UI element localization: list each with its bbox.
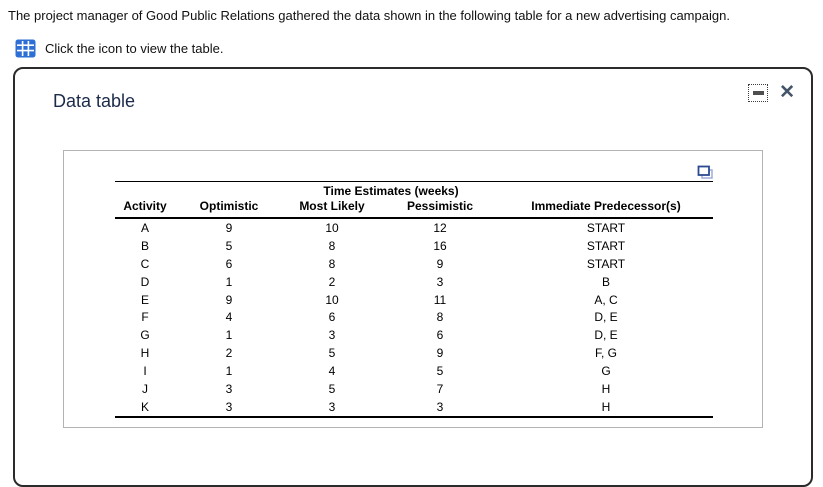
click-prompt-label: Click the icon to view the table. [45, 41, 224, 56]
group-header: Time Estimates (weeks) [323, 184, 459, 198]
table-cell: G [601, 364, 611, 379]
column-header-predecessors: Immediate Predecessor(s) [499, 199, 713, 219]
table-cell: H [601, 399, 611, 414]
table-cell: 3 [225, 399, 233, 414]
table-cell: 10 [325, 292, 339, 307]
table-cell: 2 [225, 346, 233, 361]
click-prompt-row: Click the icon to view the table. [15, 39, 223, 58]
table-row: A 9 10 12 START [115, 218, 713, 237]
table-row: H 2 5 9 F, G [115, 344, 713, 362]
minimize-icon [752, 91, 764, 95]
table-grid-icon[interactable] [15, 39, 36, 58]
table-body: A 9 10 12 START B 5 8 16 START C 6 8 9 START D 1 2 3 B E 9 10 1… [115, 218, 713, 417]
column-header-activity: Activity [115, 199, 175, 219]
table-cell: 2 [328, 274, 336, 289]
table-cell: 6 [436, 328, 444, 343]
table-row: D 1 2 3 B [115, 273, 713, 291]
table-cell: F, G [594, 346, 617, 361]
table-cell: 1 [225, 328, 233, 343]
table-row: F 4 6 8 D, E [115, 308, 713, 326]
minimize-button[interactable] [748, 84, 769, 102]
table-cell: F [141, 310, 149, 325]
table-cell: 5 [436, 364, 444, 379]
table-cell: H [140, 346, 150, 361]
column-header-most-likely: Most Likely [283, 199, 381, 219]
table-row: G 1 3 6 D, E [115, 326, 713, 344]
table-cell: 3 [436, 274, 444, 289]
table-cell: B [601, 274, 610, 289]
table-cell: 12 [433, 220, 447, 235]
modal-title: Data table [53, 91, 136, 111]
table-cell: 4 [328, 364, 336, 379]
table-row: B 5 8 16 START [115, 237, 713, 255]
table-cell: A, C [594, 292, 618, 307]
table-cell: 7 [436, 381, 444, 396]
table-cell: E [140, 292, 149, 307]
table-cell: G [140, 328, 150, 343]
table-cell: 8 [328, 238, 336, 253]
modal-controls: ✕ [748, 82, 795, 103]
table-cell: A [140, 220, 149, 235]
table-row: J 3 5 7 H [115, 380, 713, 398]
table-cell: B [140, 238, 149, 253]
group-header-row: Time Estimates (weeks) [115, 182, 713, 200]
column-header-row: Activity Optimistic Most Likely Pessimis… [115, 199, 713, 219]
table-cell: 16 [433, 238, 447, 253]
table-cell: 8 [436, 310, 444, 325]
table-row: K 3 3 3 H [115, 398, 713, 417]
data-table: Time Estimates (weeks) Activity Optimist… [115, 181, 713, 418]
table-cell: 6 [225, 256, 233, 271]
table-cell: 3 [225, 381, 233, 396]
table-cell: 4 [225, 310, 233, 325]
intro-text: The project manager of Good Public Relat… [8, 8, 730, 23]
table-cell: I [143, 364, 147, 379]
table-cell: 5 [328, 346, 336, 361]
table-cell: 10 [325, 220, 339, 235]
table-cell: 3 [328, 399, 336, 414]
table-cell: 9 [436, 256, 444, 271]
table-cell: 9 [225, 292, 233, 307]
table-cell: 1 [225, 274, 233, 289]
table-cell: H [601, 381, 611, 396]
table-cell: START [586, 256, 626, 271]
table-cell: 1 [225, 364, 233, 379]
table-panel: Time Estimates (weeks) Activity Optimist… [63, 150, 763, 428]
table-cell: 8 [328, 256, 336, 271]
table-cell: START [586, 220, 626, 235]
table-cell: 9 [225, 220, 233, 235]
table-cell: D, E [594, 328, 618, 343]
table-cell: C [140, 256, 150, 271]
table-cell: D, E [594, 310, 618, 325]
table-cell: J [142, 381, 148, 396]
table-cell: 3 [436, 399, 444, 414]
table-row: C 6 8 9 START [115, 255, 713, 273]
table-cell: K [140, 399, 149, 414]
column-header-pessimistic: Pessimistic [381, 199, 499, 219]
table-cell: 11 [433, 292, 447, 307]
table-cell: 9 [436, 346, 444, 361]
close-icon[interactable]: ✕ [779, 82, 795, 103]
table-row: I 1 4 5 G [115, 362, 713, 380]
table-cell: 6 [328, 310, 336, 325]
copy-table-icon[interactable] [697, 165, 714, 185]
table-cell: 3 [328, 328, 336, 343]
table-cell: 5 [328, 381, 336, 396]
table-cell: 5 [225, 238, 233, 253]
table-cell: D [140, 274, 150, 289]
table-row: E 9 10 11 A, C [115, 291, 713, 309]
data-table-modal: Data table ✕ Time Estimates (weeks) [13, 67, 813, 487]
table-cell: START [586, 238, 626, 253]
column-header-optimistic: Optimistic [175, 199, 283, 219]
